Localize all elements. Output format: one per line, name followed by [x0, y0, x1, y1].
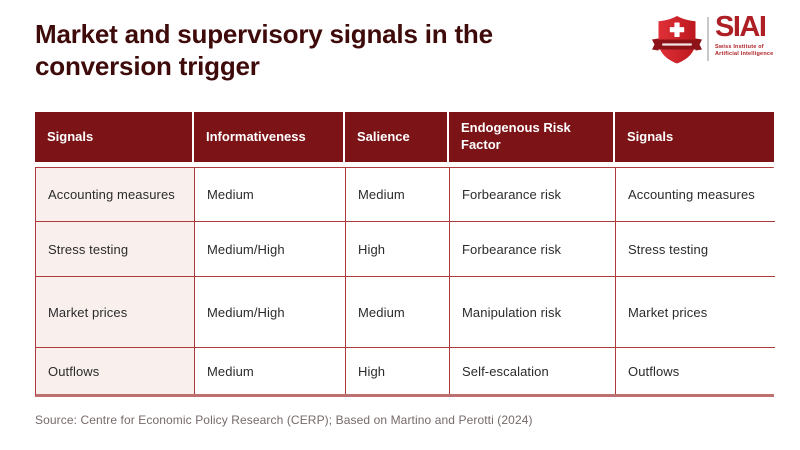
- table-cell: Medium: [195, 168, 346, 222]
- siai-shield-icon: [652, 16, 702, 64]
- table-header-cell: Salience: [345, 112, 449, 162]
- table-cell: Outflows: [36, 348, 195, 394]
- table-header-cell: Informativeness: [194, 112, 345, 162]
- table-cell: Medium/High: [195, 277, 346, 348]
- table-cell: Medium: [346, 277, 450, 348]
- table-cell: Medium: [346, 168, 450, 222]
- logo-tagline-line1: Swiss Institute of: [715, 43, 764, 50]
- table-cell: Accounting measures: [616, 168, 775, 222]
- logo-divider: [707, 17, 709, 61]
- table-cell: Forbearance risk: [450, 168, 616, 222]
- table-header-cell: Signals: [35, 112, 194, 162]
- table-header-row: Signals Informativeness Salience Endogen…: [35, 112, 774, 162]
- table-cell: High: [346, 222, 450, 277]
- table-header-cell: Endogenous Risk Factor: [449, 112, 615, 162]
- logo-tagline-line2: Artificial Intelligence: [715, 51, 774, 58]
- siai-logo: SIAI Swiss Institute of Artificial Intel…: [650, 11, 773, 66]
- table-cell: High: [346, 348, 450, 394]
- logo-wordmark: SIAI: [715, 11, 767, 43]
- table-cell: Forbearance risk: [450, 222, 616, 277]
- logo-tagline: Swiss Institute of Artificial Intelligen…: [715, 44, 773, 59]
- logo-text: SIAI Swiss Institute of Artificial Intel…: [715, 11, 773, 59]
- table-cell: Market prices: [36, 277, 195, 348]
- table-cell: Market prices: [616, 277, 775, 348]
- table-cell: Accounting measures: [36, 168, 195, 222]
- table-header-cell: Signals: [615, 112, 774, 162]
- page-title: Market and supervisory signals in the co…: [35, 19, 493, 82]
- table-cell: Medium: [195, 348, 346, 394]
- table-cell: Stress testing: [616, 222, 775, 277]
- table-body: Accounting measures Medium Medium Forbea…: [35, 167, 775, 397]
- table-cell: Self-escalation: [450, 348, 616, 394]
- signals-table: Signals Informativeness Salience Endogen…: [35, 112, 775, 397]
- source-note: Source: Centre for Economic Policy Resea…: [35, 413, 533, 427]
- table-cell: Outflows: [616, 348, 775, 394]
- table-cell: Stress testing: [36, 222, 195, 277]
- table-cell: Manipulation risk: [450, 277, 616, 348]
- table-cell: Medium/High: [195, 222, 346, 277]
